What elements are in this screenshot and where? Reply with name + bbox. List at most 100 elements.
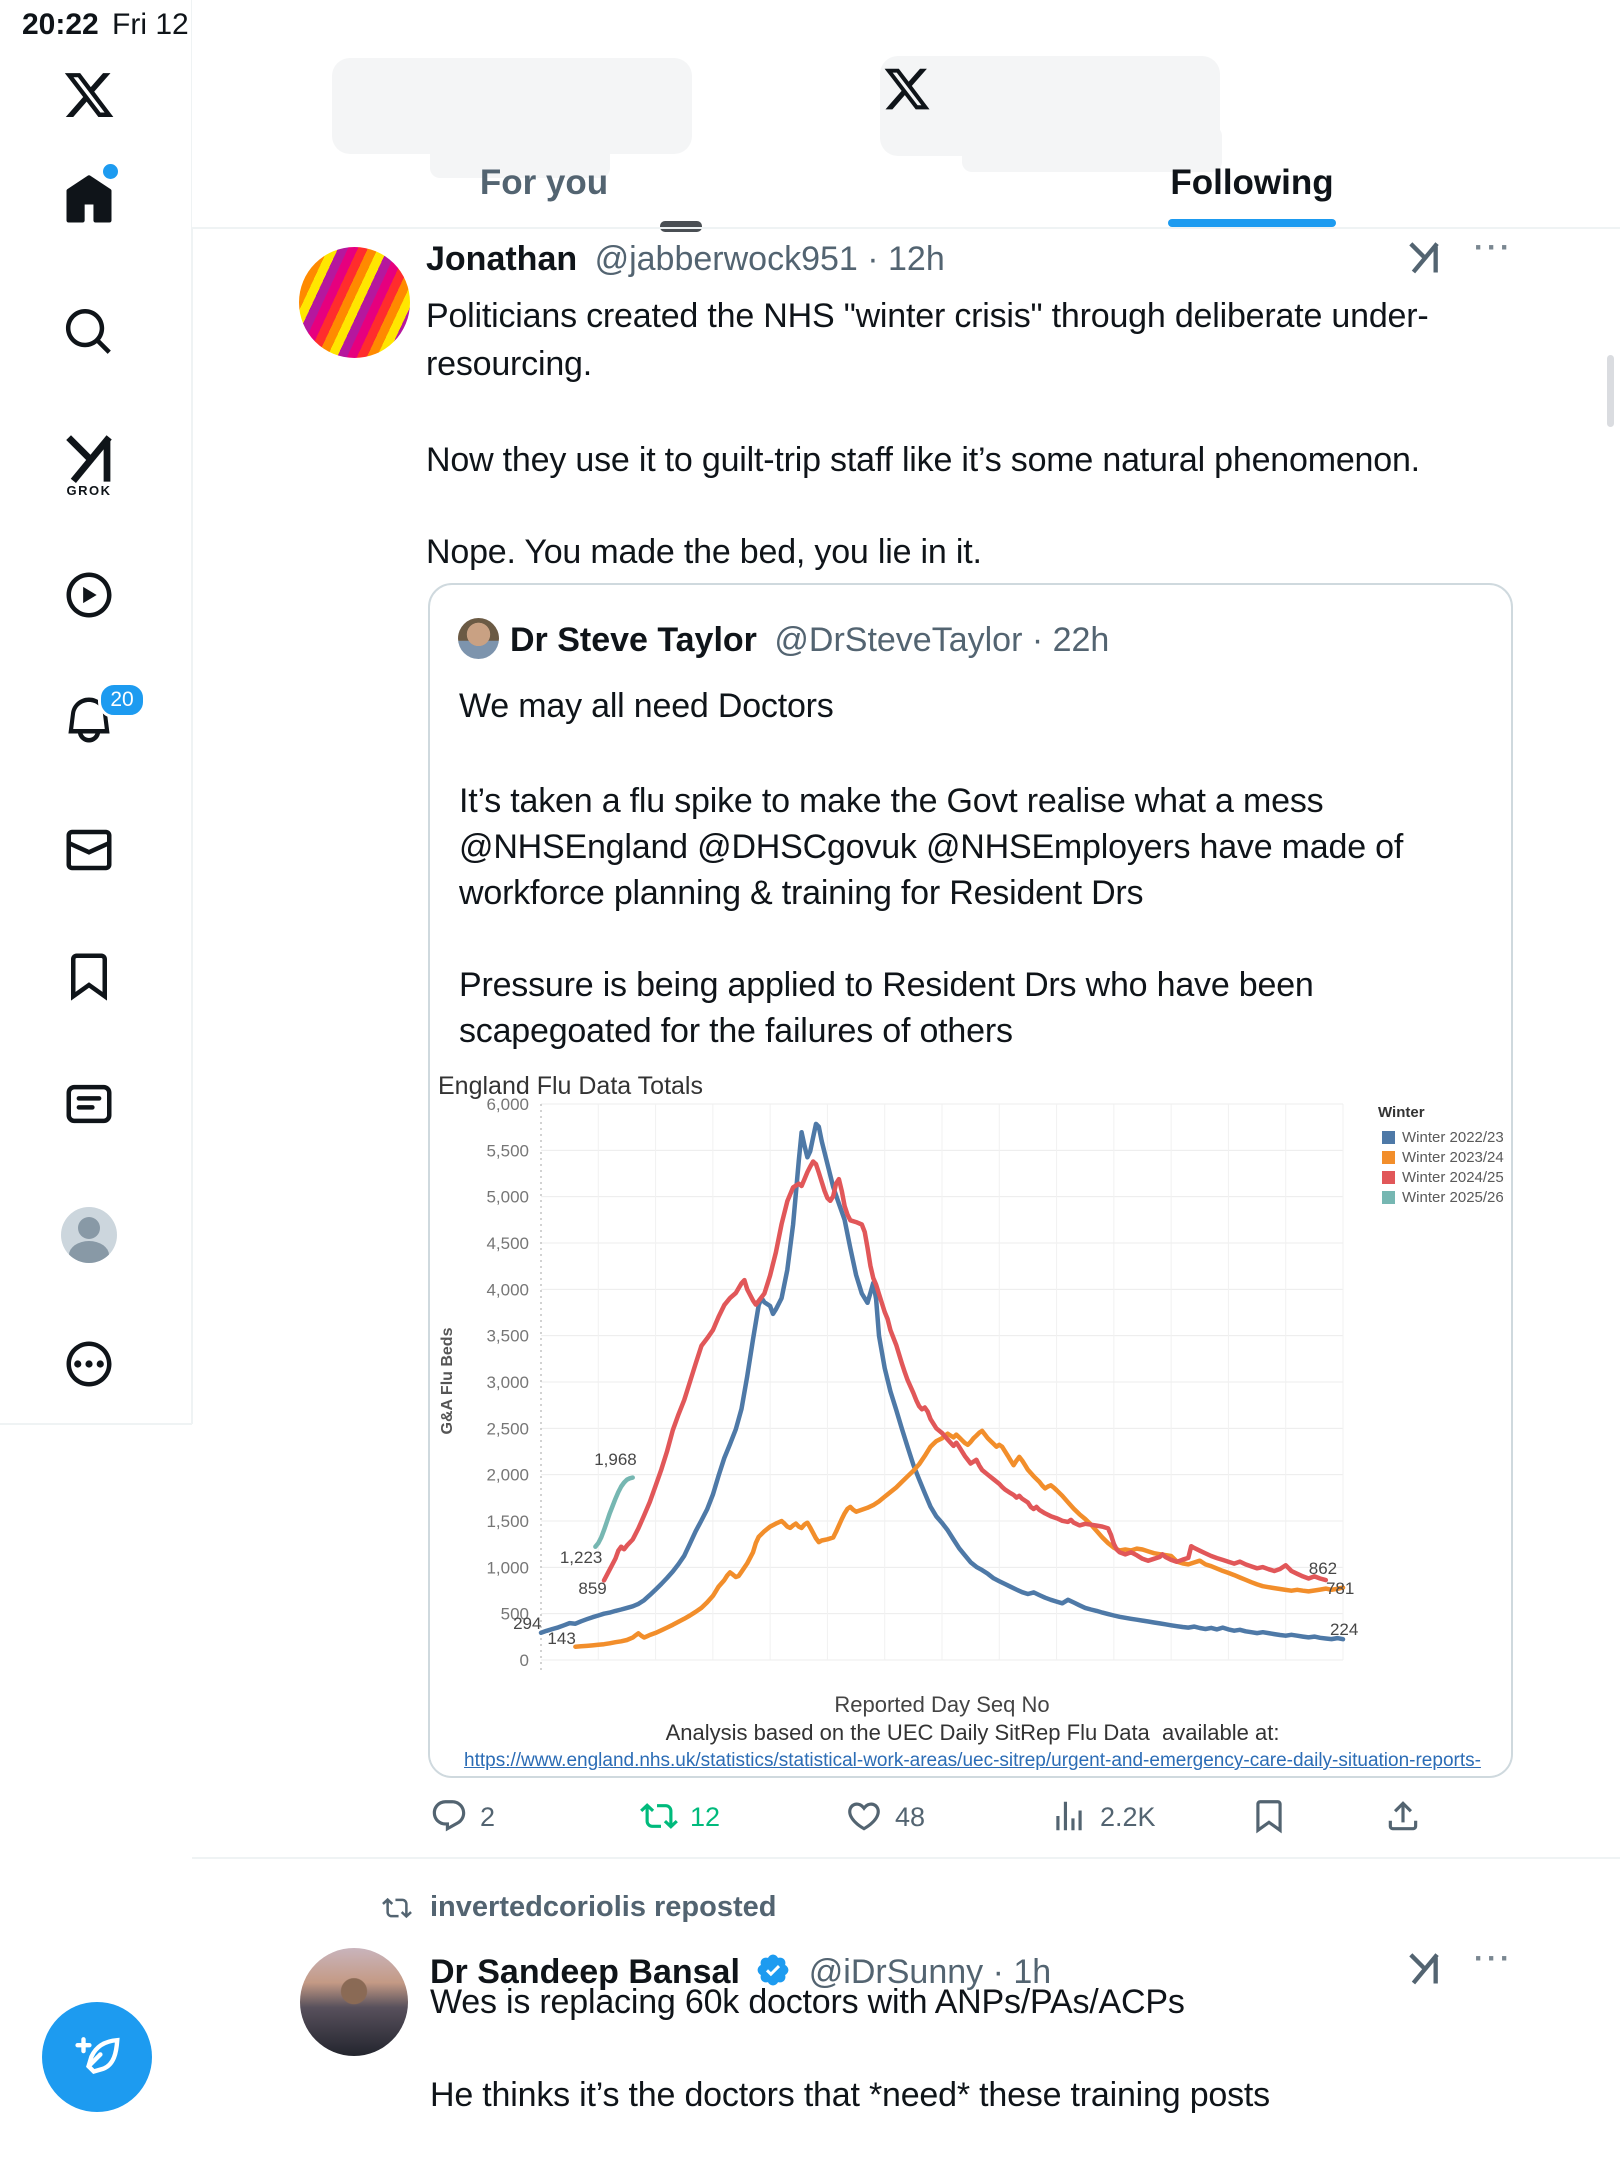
reply-count[interactable]: 2 [480,1802,496,1832]
x-tick-label: 110 [1158,1681,1185,1684]
sidebar-item-search[interactable] [61,304,117,360]
tab-for-you[interactable]: For you [454,163,634,203]
legend-title: Winter [1378,1104,1425,1121]
repost-context-label[interactable]: invertedcoriolis reposted [430,1891,777,1923]
legend-label: Winter 2024/25 [1402,1169,1504,1186]
x-tick-label: 50 [818,1681,837,1684]
sidebar-item-lists[interactable] [61,1076,117,1132]
chart-data-label: 862 [1308,1559,1338,1579]
x-tick-label: 70 [933,1681,952,1684]
share-button[interactable] [1384,1797,1422,1835]
y-tick-label: 1,500 [486,1512,529,1531]
chart-data-label: 1,968 [594,1449,637,1469]
views-count[interactable]: 2.2K [1100,1802,1156,1832]
sidebar-item-video[interactable] [61,567,117,623]
x-tick-label: 30 [703,1681,722,1684]
header-bottom-border [192,227,1620,229]
legend-color-swatch [1382,1171,1395,1184]
display-name[interactable]: Dr Sandeep Bansal [430,1953,740,1991]
notification-badge: 20 [98,682,146,718]
compose-button[interactable] [42,2002,152,2112]
chart-link-line2[interactable]: 2024-25/ [430,1774,1511,1776]
views-button[interactable] [1050,1797,1088,1835]
tweet-text-line: Nope. You made the bed, you lie in it. [426,533,982,571]
verified-badge-icon [755,1952,791,1988]
tweet-header: Jonathan @jabberwock951 · 12h [426,240,945,279]
x-tick-label: 140 [1329,1681,1357,1684]
chart-x-axis-label: Reported Day Seq No [834,1692,1050,1717]
default-avatar-icon [61,1207,117,1263]
chart-plot: 05001,0001,5002,0002,5003,0003,5004,0004… [486,1095,1357,1684]
header-blur-blob [430,138,610,178]
avatar[interactable] [299,247,410,358]
chart-data-label: 1,223 [559,1548,603,1568]
header-blur-blob [962,126,1222,172]
x-tick-label: 60 [875,1681,894,1684]
repost-context-icon [382,1893,412,1923]
more-options-icon[interactable]: ··· [1474,1942,1513,1975]
like-button[interactable] [845,1797,883,1835]
grok-actions-icon[interactable] [1404,237,1444,277]
tweet-text-line: Politicians created the NHS "winter cris… [426,297,1429,335]
x-tick-label: 100 [1100,1681,1128,1684]
y-tick-label: 3,500 [486,1327,529,1346]
tweet-action-bar: 2 12 48 2.2K [192,1794,1620,1838]
reply-button[interactable] [430,1797,468,1835]
legend-label: Winter 2025/26 [1402,1189,1504,1206]
sidebar-item-messages[interactable] [61,822,117,878]
x-tick-label: 120 [1214,1681,1242,1684]
sidebar-item-grok[interactable]: GROK [61,428,117,500]
sidebar-item-home[interactable] [61,164,118,228]
legend-color-swatch [1382,1191,1395,1204]
tab-following-label: Following [1170,163,1334,202]
sidebar-item-x-logo[interactable] [61,67,117,123]
repost-count[interactable]: 12 [690,1802,721,1832]
legend-item[interactable]: Winter 2024/25 [1382,1169,1504,1186]
status-time: 20:22 [22,8,99,41]
chart-legend: Winter Winter 2022/23 Winter 2023/24 Winte… [1378,1104,1511,1209]
sidebar-item-profile[interactable] [61,1207,117,1263]
tweet-card-2[interactable]: invertedcoriolis reposted Dr Sandeep Ban… [192,1859,1620,2160]
sidebar-bottom-border [0,1423,192,1425]
chart-data-label: 224 [1329,1620,1359,1640]
bookmark-button[interactable] [1250,1797,1288,1835]
more-options-icon[interactable]: ··· [1474,231,1513,264]
chart-data-label: 859 [578,1578,607,1598]
quoted-tweet-card[interactable]: Dr Steve Taylor @DrSteveTaylor · 22h We … [428,583,1513,1778]
display-name[interactable]: Jonathan [426,240,578,278]
x-tick-label: 90 [1047,1681,1066,1684]
x-logo-header[interactable] [882,64,932,114]
like-count[interactable]: 48 [895,1802,926,1832]
legend-item[interactable]: Winter 2022/23 [1382,1129,1504,1146]
tweet-text-line: Wes is replacing 60k doctors with ANPs/P… [430,1983,1185,2021]
series-Winter-2025-26 [593,1475,635,1549]
grok-actions-icon[interactable] [1404,1948,1444,1988]
handle-and-time[interactable]: @jabberwock951 · 12h [594,240,945,278]
legend-item[interactable]: Winter 2023/24 [1382,1149,1504,1166]
sidebar-item-notifications[interactable]: 20 [61,682,146,748]
repost-button[interactable] [640,1797,678,1835]
tab-following[interactable]: Following [1162,163,1342,203]
y-tick-label: 3,000 [486,1373,529,1392]
avatar[interactable] [300,1948,408,2056]
quote-avatar [458,618,499,659]
y-tick-label: 4,500 [486,1234,529,1253]
sidebar-item-more[interactable] [61,1336,117,1392]
home-new-posts-dot [103,164,118,179]
sidebar-item-bookmarks[interactable] [61,948,117,1004]
chart-link-line1[interactable]: https://www.england.nhs.uk/statistics/st… [464,1750,1481,1771]
legend-label: Winter 2022/23 [1402,1129,1504,1146]
y-tick-label: 5,000 [486,1188,529,1207]
x-tick-label: 10 [589,1681,608,1684]
tweet-card-1[interactable]: Jonathan @jabberwock951 · 12h ··· Politi… [192,229,1620,1857]
y-tick-label: 2,500 [486,1419,529,1438]
handle-and-time[interactable]: @iDrSunny · 1h [808,1953,1052,1991]
quote-header: Dr Steve Taylor @DrSteveTaylor · 22h [510,621,1109,660]
chart-title: England Flu Data Totals [438,1072,703,1100]
scrollbar-thumb[interactable] [1607,355,1614,427]
legend-label: Winter 2023/24 [1402,1149,1504,1166]
legend-item[interactable]: Winter 2025/26 [1382,1189,1504,1206]
tweet-header: Dr Sandeep Bansal @iDrSunny · 1h [430,1952,1051,1992]
quote-text-line: We may all need Doctors [459,687,834,725]
quote-display-name: Dr Steve Taylor [510,621,757,659]
